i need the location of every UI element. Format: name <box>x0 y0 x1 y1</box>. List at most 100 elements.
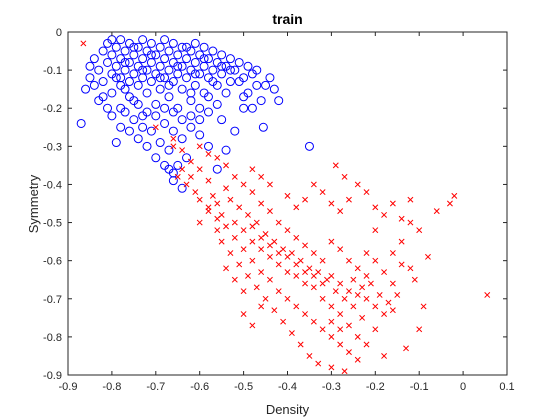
circle-marker <box>111 42 121 52</box>
x-marker <box>275 219 282 226</box>
circle-marker <box>124 57 134 67</box>
circle-marker <box>85 73 95 83</box>
circle-marker <box>133 134 143 144</box>
x-marker <box>310 272 317 279</box>
x-marker <box>245 272 251 279</box>
x-marker <box>328 272 335 279</box>
circle-marker <box>177 84 187 94</box>
circle-marker <box>142 141 152 151</box>
x-marker <box>385 299 392 306</box>
circle-marker <box>230 65 240 75</box>
x-marker <box>389 307 396 314</box>
x-marker <box>328 303 335 310</box>
x-marker <box>179 147 186 154</box>
y-tick-label: -0.5 <box>43 218 62 230</box>
x-marker <box>240 311 247 317</box>
x-marker <box>196 219 203 226</box>
x-marker <box>275 250 282 256</box>
x-marker <box>231 234 238 241</box>
x-marker <box>170 135 177 142</box>
x-marker <box>253 284 260 291</box>
x-marker <box>231 219 238 226</box>
circle-marker <box>142 65 152 75</box>
x-marker <box>240 246 247 253</box>
x-marker <box>284 227 291 234</box>
circle-marker <box>160 54 170 64</box>
x-marker <box>310 318 317 325</box>
x-marker <box>293 204 300 211</box>
circle-marker <box>304 141 314 151</box>
circle-marker <box>164 92 174 102</box>
circle-marker <box>129 69 139 79</box>
y-tick-label: -0.3 <box>43 141 62 153</box>
circle-marker <box>252 65 262 75</box>
x-marker <box>310 250 317 256</box>
circle-marker <box>173 160 183 170</box>
x-marker <box>236 261 243 268</box>
circle-marker <box>120 107 130 117</box>
x-marker <box>363 272 370 279</box>
y-tick-label: -0.6 <box>43 256 62 268</box>
circle-marker <box>138 122 148 132</box>
circle-marker <box>160 35 170 45</box>
x-marker <box>284 269 291 276</box>
x-marker <box>218 238 225 245</box>
x-marker <box>306 352 313 359</box>
x-marker <box>223 265 229 272</box>
circle-marker <box>256 96 266 106</box>
x-marker <box>332 288 339 295</box>
x-marker <box>302 242 309 249</box>
x-marker <box>363 295 370 302</box>
x-marker <box>249 189 256 196</box>
x-marker <box>328 318 335 325</box>
circle-marker <box>111 61 121 71</box>
x-marker <box>266 208 273 215</box>
circle-marker <box>98 92 108 102</box>
x-marker <box>302 311 309 317</box>
x-marker <box>363 341 370 348</box>
circle-marker <box>274 96 284 106</box>
circle-marker <box>155 42 165 52</box>
x-marker <box>249 238 256 245</box>
x-tick-label: -0.2 <box>366 381 385 393</box>
x-marker <box>341 295 348 302</box>
x-marker <box>240 227 247 234</box>
x-marker <box>170 143 177 150</box>
x-marker <box>332 162 339 169</box>
circle-marker <box>243 61 253 71</box>
x-marker <box>451 192 458 199</box>
circle-marker <box>164 145 174 155</box>
x-marker <box>484 292 491 298</box>
x-marker <box>223 162 229 169</box>
x-marker <box>214 227 221 234</box>
x-marker <box>319 189 326 196</box>
circle-marker <box>177 183 187 193</box>
x-marker <box>319 326 326 333</box>
x-marker <box>346 196 352 203</box>
circle-marker <box>124 126 134 136</box>
x-marker <box>328 200 335 207</box>
x-marker <box>354 265 361 272</box>
circle-marker <box>225 65 235 75</box>
x-marker <box>310 181 317 188</box>
circle-marker <box>164 65 174 75</box>
circle-marker <box>133 80 143 90</box>
x-marker <box>227 250 234 256</box>
x-tick-label: -0.8 <box>102 381 121 393</box>
x-marker <box>293 261 300 268</box>
y-tick-label: -0.8 <box>43 332 62 344</box>
x-tick-label: -0.4 <box>278 381 297 393</box>
circle-marker <box>199 54 209 64</box>
x-marker <box>284 192 291 199</box>
x-marker <box>293 234 300 241</box>
x-marker <box>337 311 344 317</box>
x-marker <box>152 124 159 131</box>
x-marker <box>319 295 326 302</box>
x-axis-label: Density <box>266 402 310 417</box>
circle-marker <box>190 69 200 79</box>
x-marker <box>359 314 366 321</box>
x-marker <box>258 234 265 241</box>
circle-marker <box>124 92 134 102</box>
y-tick-label: -0.1 <box>43 65 62 77</box>
